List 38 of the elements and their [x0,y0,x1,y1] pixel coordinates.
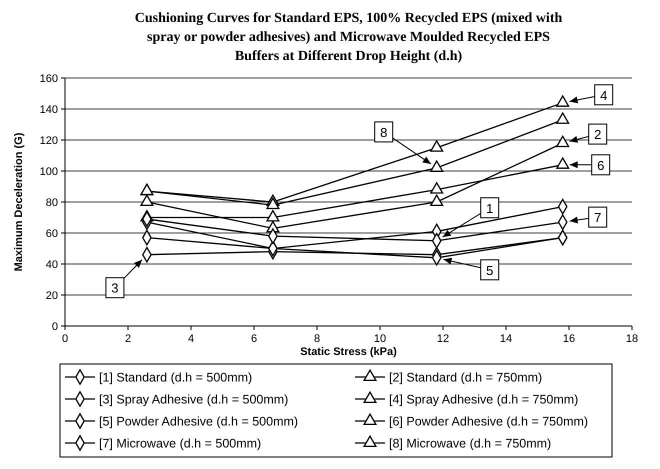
annotation: 1 [486,200,494,216]
y-tick-label: 60 [46,228,58,240]
annotation: 7 [594,210,602,226]
x-tick-label: 4 [188,333,194,345]
y-tick-label: 80 [46,197,58,209]
annotation: 3 [111,280,119,296]
legend-label: [5] Powder Adhesive (d.h = 500mm) [99,414,298,428]
legend-label: [8] Microwave (d.h = 750mm) [389,436,552,450]
legend-label: [4] Spray Adhesive (d.h = 750mm) [389,392,578,406]
x-tick-label: 18 [626,333,638,345]
y-tick-label: 0 [52,321,58,333]
annotation: 6 [597,158,604,173]
x-tick-label: 0 [62,333,68,345]
legend-label: [3] Spray Adhesive (d.h = 500mm) [99,392,288,406]
x-tick-label: 10 [374,333,386,345]
y-tick-label: 160 [40,73,58,85]
x-tick-label: 14 [500,333,512,345]
annotation: 8 [380,124,388,140]
x-tick-label: 6 [250,333,258,345]
y-axis-title: Maximum Deceleration (G) [13,132,25,272]
annotation: 4 [600,88,608,103]
legend-label: [1] Standard (d.h = 500mm) [99,370,252,384]
x-tick-label: 12 [436,333,450,345]
annotation: 2 [594,127,602,142]
x-axis-title: Static Stress (kPa) [300,346,398,358]
x-tick-label: 8 [314,333,320,345]
legend-label: [6] Powder Adhesive (d.h = 750mm) [389,414,588,428]
legend-label: [7] Microwave (d.h = 500mm) [99,436,262,450]
x-tick-label: 16 [562,333,576,345]
y-tick-label: 20 [46,290,58,302]
x-tick-label: 2 [124,333,132,345]
y-tick-label: 100 [40,166,58,178]
y-tick-label: 40 [46,259,58,271]
legend-label: [2] Standard (d.h = 750mm) [389,370,542,384]
chart-title: Cushioning Curves for Standard EPS, 100% Recycled EPS (mixed with spray or powder adhesives) and Microwave Moulded Recycled EPS Buffers at Different Drop Height (d.h) [134,11,562,64]
annotation: 5 [486,262,494,278]
y-tick-label: 120 [40,135,58,147]
y-tick-label: 140 [40,104,58,116]
